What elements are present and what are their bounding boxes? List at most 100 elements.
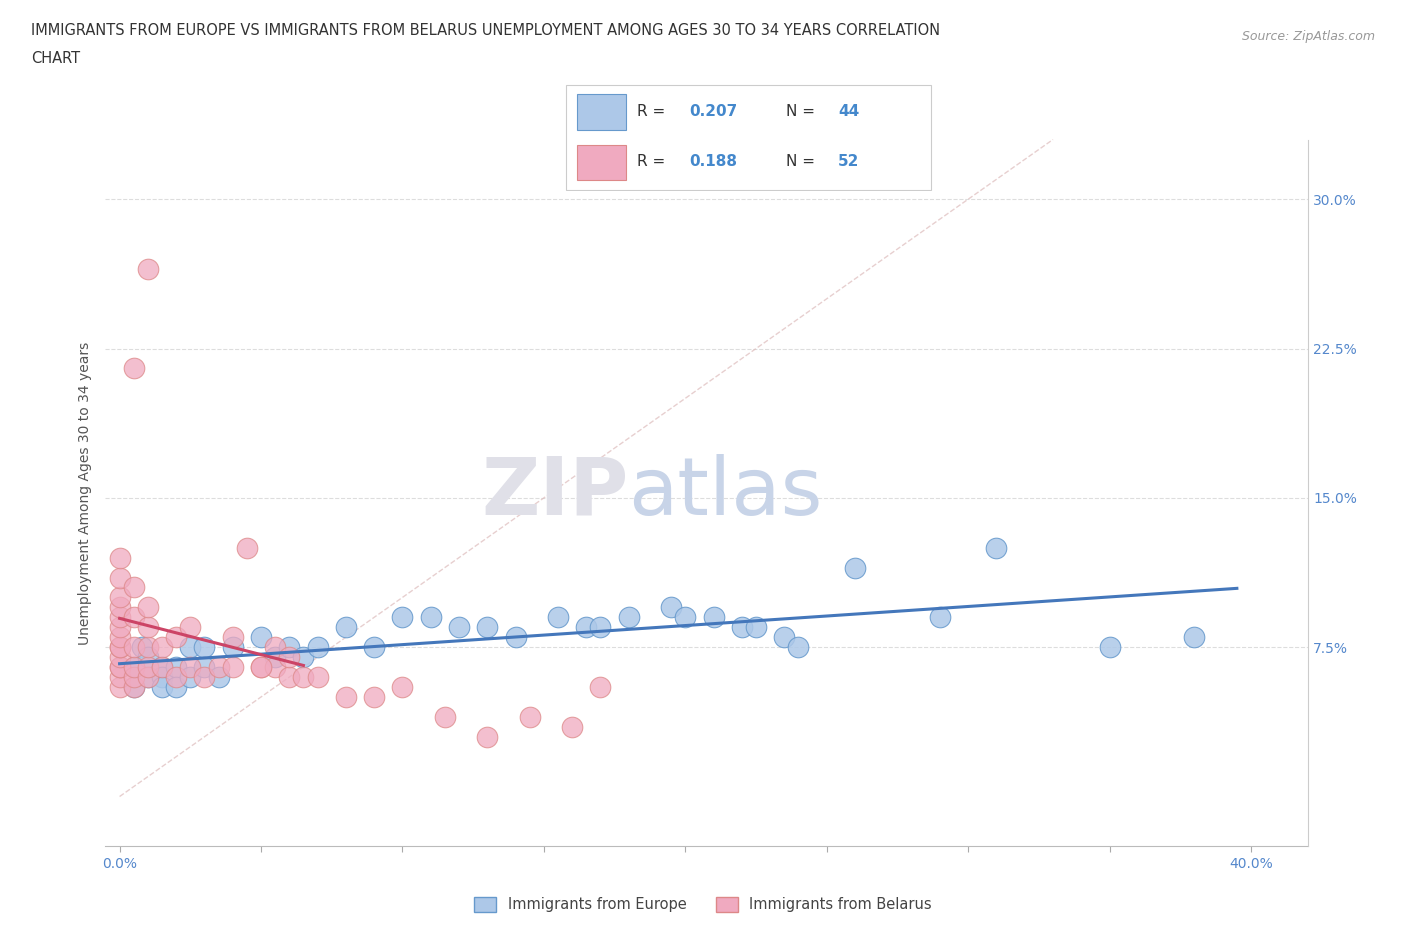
Point — [150, 659, 173, 674]
Point — [745, 620, 768, 635]
Point — [278, 640, 301, 655]
Point — [193, 659, 215, 674]
Point — [547, 610, 569, 625]
Point — [477, 729, 499, 744]
Text: ZIP: ZIP — [481, 454, 628, 532]
Point — [264, 650, 287, 665]
Bar — [578, 145, 626, 180]
Point — [391, 680, 413, 695]
Point — [363, 689, 385, 704]
Point — [108, 650, 131, 665]
Point — [222, 640, 245, 655]
Point — [108, 659, 131, 674]
Point — [165, 659, 187, 674]
Point — [108, 640, 131, 655]
Point — [136, 650, 159, 665]
Point — [844, 560, 866, 575]
Point — [150, 659, 173, 674]
Point — [207, 670, 229, 684]
Point — [505, 630, 527, 644]
Point — [179, 620, 201, 635]
Text: 44: 44 — [838, 104, 859, 119]
Point — [179, 670, 201, 684]
Point — [136, 261, 159, 276]
Point — [1098, 640, 1121, 655]
Point — [264, 640, 287, 655]
Text: N =: N = — [786, 154, 820, 169]
Point — [122, 580, 145, 595]
Point — [519, 710, 541, 724]
Text: CHART: CHART — [31, 51, 80, 66]
Text: R =: R = — [637, 154, 671, 169]
Point — [122, 680, 145, 695]
Point — [179, 640, 201, 655]
Point — [617, 610, 640, 625]
Point — [108, 551, 131, 565]
Point — [150, 640, 173, 655]
Point — [122, 659, 145, 674]
Point — [108, 600, 131, 615]
Text: IMMIGRANTS FROM EUROPE VS IMMIGRANTS FROM BELARUS UNEMPLOYMENT AMONG AGES 30 TO : IMMIGRANTS FROM EUROPE VS IMMIGRANTS FRO… — [31, 23, 941, 38]
Point — [193, 670, 215, 684]
Point — [477, 620, 499, 635]
Point — [222, 659, 245, 674]
Point — [731, 620, 754, 635]
Text: 0.188: 0.188 — [689, 154, 737, 169]
Point — [179, 659, 201, 674]
Point — [307, 670, 329, 684]
Point — [278, 670, 301, 684]
Point — [136, 640, 159, 655]
Text: atlas: atlas — [628, 454, 823, 532]
Point — [292, 650, 315, 665]
Point — [673, 610, 696, 625]
Point — [136, 659, 159, 674]
Point — [433, 710, 456, 724]
Point — [447, 620, 470, 635]
Point — [108, 640, 131, 655]
Point — [1184, 630, 1206, 644]
Point — [250, 659, 273, 674]
Point — [122, 361, 145, 376]
Point — [108, 659, 131, 674]
Text: Source: ZipAtlas.com: Source: ZipAtlas.com — [1241, 30, 1375, 43]
Point — [787, 640, 810, 655]
Point — [561, 720, 583, 735]
Point — [136, 670, 159, 684]
Point — [307, 640, 329, 655]
Point — [250, 630, 273, 644]
Text: R =: R = — [637, 104, 671, 119]
Point — [986, 540, 1008, 555]
Point — [165, 680, 187, 695]
Point — [575, 620, 598, 635]
Y-axis label: Unemployment Among Ages 30 to 34 years: Unemployment Among Ages 30 to 34 years — [79, 341, 93, 644]
Point — [278, 650, 301, 665]
Legend: Immigrants from Europe, Immigrants from Belarus: Immigrants from Europe, Immigrants from … — [468, 891, 938, 918]
Point — [122, 610, 145, 625]
Point — [108, 680, 131, 695]
Point — [122, 640, 145, 655]
Point — [122, 659, 145, 674]
Point — [122, 680, 145, 695]
Point — [108, 610, 131, 625]
Point — [363, 640, 385, 655]
Point — [108, 570, 131, 585]
Point — [250, 659, 273, 674]
Point — [193, 640, 215, 655]
Point — [703, 610, 725, 625]
Point — [108, 670, 131, 684]
Point — [589, 620, 612, 635]
Point — [391, 610, 413, 625]
Point — [292, 670, 315, 684]
Point — [165, 670, 187, 684]
Bar — [578, 95, 626, 129]
Point — [335, 689, 357, 704]
Point — [659, 600, 682, 615]
Point — [589, 680, 612, 695]
Point — [207, 659, 229, 674]
Point — [419, 610, 441, 625]
Point — [136, 620, 159, 635]
Point — [108, 630, 131, 644]
Point — [773, 630, 796, 644]
Text: 0.207: 0.207 — [689, 104, 737, 119]
FancyBboxPatch shape — [567, 85, 931, 190]
